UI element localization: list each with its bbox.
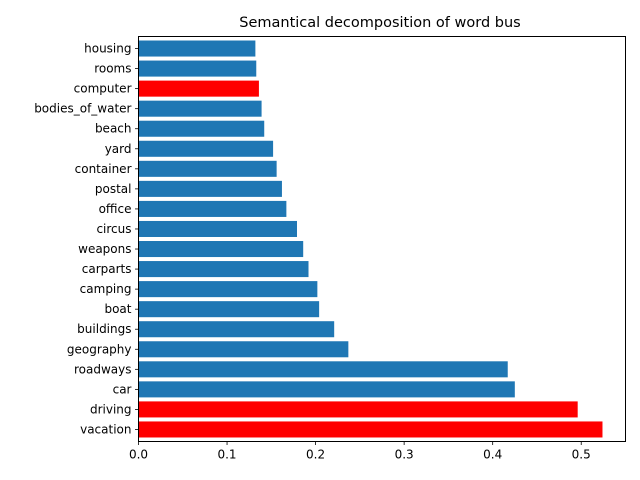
y-tick-label: car	[113, 382, 132, 396]
bar-carparts	[138, 261, 309, 278]
bar-driving	[138, 401, 578, 418]
y-tick-label: rooms	[94, 62, 131, 76]
bar-beach	[138, 120, 265, 137]
x-tick-label: 0.5	[572, 448, 591, 462]
bar-boat	[138, 301, 320, 318]
y-tick-label: boat	[104, 302, 131, 316]
y-tick-label: camping	[80, 282, 132, 296]
y-axis-ticks: vacation driving car roadways geography build…	[34, 42, 139, 436]
bars-group	[138, 40, 603, 438]
y-tick-label: office	[99, 202, 132, 216]
y-tick-label: yard	[105, 142, 132, 156]
x-tick-label: 0.2	[306, 448, 325, 462]
y-tick-label: postal	[95, 182, 132, 196]
bar-roadways	[138, 361, 508, 378]
x-tick-label: 0.3	[395, 448, 414, 462]
y-tick-label: carparts	[82, 262, 132, 276]
y-tick-label: driving	[90, 402, 132, 416]
y-tick-label: beach	[95, 122, 132, 136]
bar-vacation	[138, 421, 603, 438]
chart-title: Semantical decomposition of word bus	[239, 15, 520, 31]
y-tick-label: buildings	[77, 322, 131, 336]
bar-postal	[138, 180, 282, 197]
x-axis-ticks: 0.0 0.1 0.2 0.3 0.4 0.5	[129, 441, 591, 462]
plot-frame	[138, 36, 626, 442]
bar-container	[138, 160, 277, 177]
y-tick-label: bodies_of_water	[34, 102, 131, 116]
bar-circus	[138, 220, 297, 237]
y-tick-label: housing	[84, 42, 131, 56]
bar-yard	[138, 140, 274, 157]
bar-weapons	[138, 241, 304, 258]
bar-housing	[138, 40, 256, 57]
y-tick-label: computer	[74, 82, 132, 96]
bar-buildings	[138, 321, 335, 338]
bar-office	[138, 200, 287, 217]
bar-rooms	[138, 60, 257, 77]
x-tick-label: 0.1	[217, 448, 236, 462]
x-tick-label: 0.4	[483, 448, 502, 462]
y-tick-label: container	[75, 162, 132, 176]
y-tick-label: roadways	[74, 362, 132, 376]
x-tick-label: 0.0	[129, 448, 148, 462]
bar-geography	[138, 341, 349, 358]
bar-computer	[138, 80, 259, 97]
bar-car	[138, 381, 515, 398]
bar-bodies-of-water	[138, 100, 262, 117]
y-tick-label: geography	[67, 342, 132, 356]
bar-camping	[138, 281, 318, 298]
y-tick-label: vacation	[80, 422, 131, 436]
y-tick-label: weapons	[78, 242, 131, 256]
y-tick-label: circus	[96, 222, 131, 236]
